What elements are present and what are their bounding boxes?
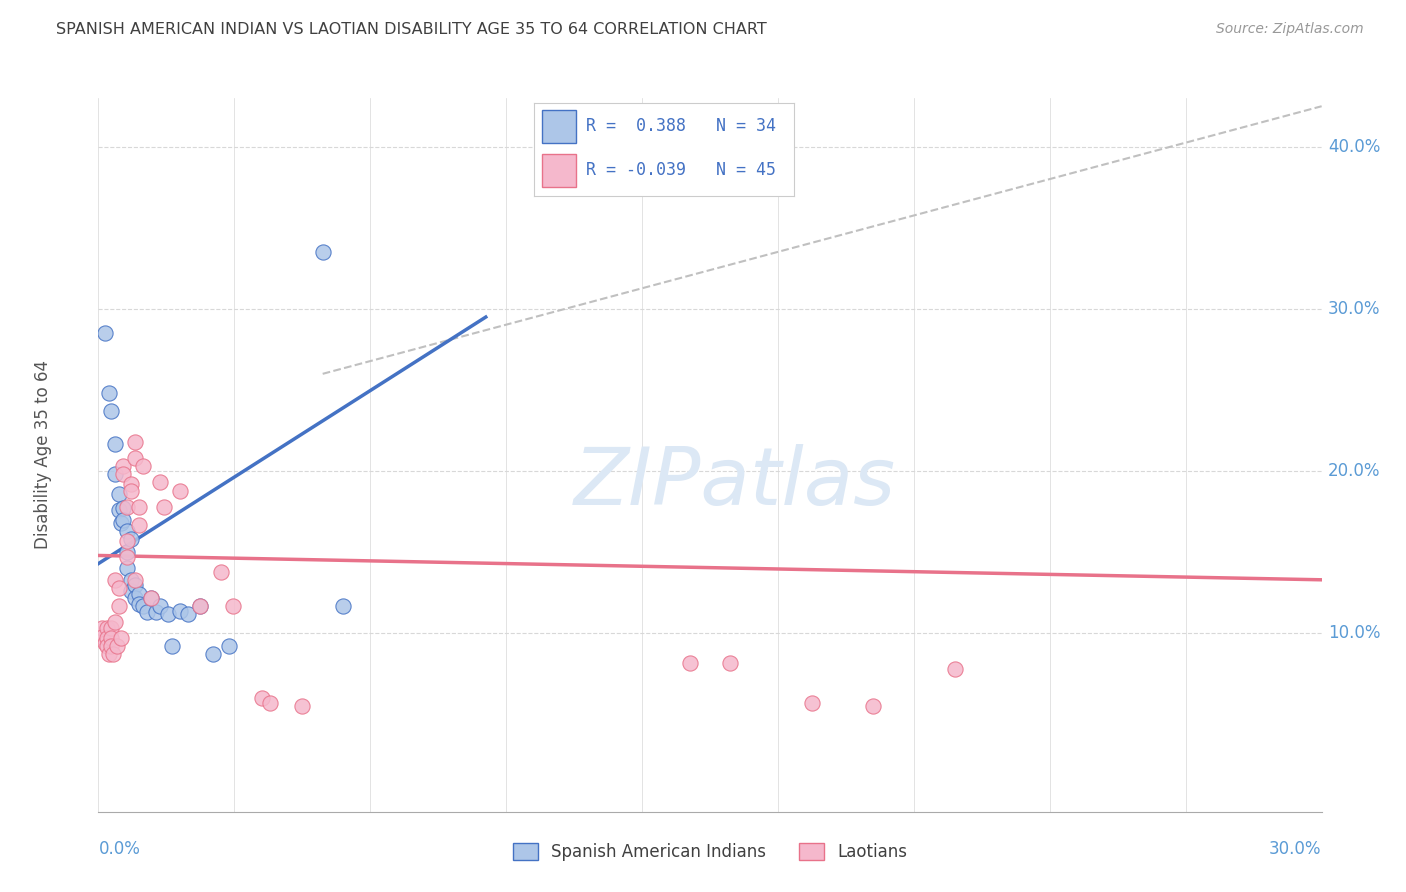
Point — [291, 699, 314, 714]
Point — [177, 607, 200, 621]
Point — [152, 500, 174, 514]
Point — [218, 640, 240, 654]
FancyBboxPatch shape — [543, 154, 576, 187]
Text: 30.0%: 30.0% — [1327, 300, 1381, 318]
Point — [124, 573, 146, 587]
Point — [104, 615, 127, 629]
Point — [108, 487, 131, 501]
Point — [93, 326, 115, 341]
Point — [128, 587, 150, 601]
Text: ZIPatlas: ZIPatlas — [574, 444, 896, 523]
Point — [96, 640, 118, 654]
Point — [160, 640, 183, 654]
Text: 30.0%: 30.0% — [1270, 840, 1322, 858]
Point — [96, 631, 118, 645]
Point — [97, 648, 120, 662]
Point — [862, 699, 884, 714]
Point — [115, 533, 138, 548]
Point — [124, 451, 146, 466]
Point — [141, 591, 163, 605]
Point — [145, 605, 167, 619]
Point — [93, 636, 115, 650]
Text: Source: ZipAtlas.com: Source: ZipAtlas.com — [1216, 22, 1364, 37]
Point — [332, 599, 354, 613]
Point — [108, 599, 131, 613]
Point — [105, 640, 128, 654]
Point — [128, 517, 150, 532]
Point — [679, 656, 702, 670]
Text: Disability Age 35 to 64: Disability Age 35 to 64 — [34, 360, 52, 549]
Point — [149, 599, 172, 613]
Point — [108, 581, 131, 595]
Text: 40.0%: 40.0% — [1327, 137, 1381, 156]
Text: 0.0%: 0.0% — [98, 840, 141, 858]
Text: 10.0%: 10.0% — [1327, 624, 1381, 642]
Point — [259, 696, 281, 710]
Point — [104, 467, 127, 482]
Point — [943, 662, 966, 676]
Point — [120, 573, 142, 587]
Point — [120, 477, 142, 491]
Point — [801, 696, 824, 710]
Point — [128, 597, 150, 611]
Point — [120, 483, 142, 498]
Point — [132, 459, 155, 474]
Point — [188, 599, 212, 613]
Point — [209, 565, 232, 579]
Point — [91, 622, 114, 636]
Point — [97, 386, 120, 401]
Point — [115, 500, 138, 514]
Point — [100, 631, 122, 645]
Point — [718, 656, 742, 670]
Point — [110, 631, 132, 645]
Text: 20.0%: 20.0% — [1327, 462, 1381, 480]
Text: R =  0.388   N = 34: R = 0.388 N = 34 — [586, 118, 776, 136]
Point — [169, 483, 191, 498]
Point — [108, 503, 131, 517]
Point — [169, 604, 191, 618]
Point — [120, 584, 142, 599]
Text: R = -0.039   N = 45: R = -0.039 N = 45 — [586, 161, 776, 178]
Point — [132, 599, 155, 613]
Legend: Spanish American Indians, Laotians: Spanish American Indians, Laotians — [506, 836, 914, 868]
Point — [222, 599, 245, 613]
Point — [149, 475, 172, 490]
Point — [101, 648, 124, 662]
Point — [201, 648, 224, 662]
Point — [115, 524, 138, 538]
Point — [111, 501, 134, 516]
Point — [111, 467, 134, 482]
Point — [115, 550, 138, 565]
FancyBboxPatch shape — [543, 110, 576, 143]
Point — [156, 607, 179, 621]
Point — [104, 573, 127, 587]
Text: SPANISH AMERICAN INDIAN VS LAOTIAN DISABILITY AGE 35 TO 64 CORRELATION CHART: SPANISH AMERICAN INDIAN VS LAOTIAN DISAB… — [56, 22, 768, 37]
Point — [124, 434, 146, 449]
Point — [104, 436, 127, 450]
Point — [124, 577, 146, 591]
Point — [136, 605, 159, 619]
Point — [110, 516, 132, 530]
Point — [111, 513, 134, 527]
Point — [100, 622, 122, 636]
Point — [96, 622, 118, 636]
Point — [128, 500, 150, 514]
Point — [120, 533, 142, 547]
Point — [115, 545, 138, 559]
Point — [141, 591, 163, 605]
Point — [100, 640, 122, 654]
Point — [124, 591, 146, 605]
Point — [250, 691, 273, 706]
Point — [111, 459, 134, 474]
Point — [188, 599, 212, 613]
Point — [115, 561, 138, 575]
Point — [91, 630, 114, 644]
Point — [312, 245, 335, 260]
Point — [100, 404, 122, 418]
